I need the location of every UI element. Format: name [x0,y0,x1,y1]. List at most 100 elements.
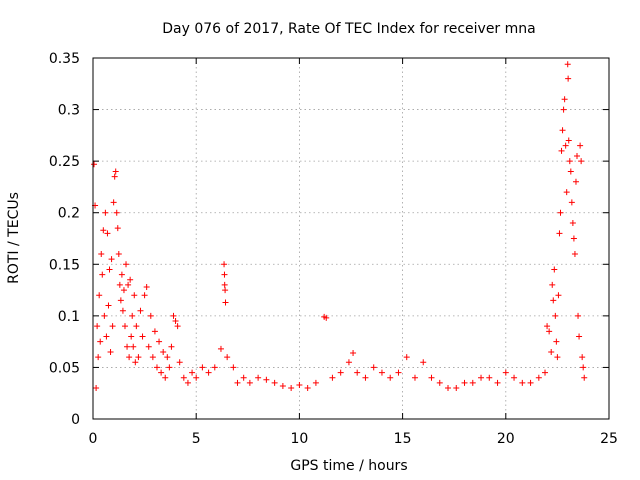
x-tick-label: 0 [89,431,98,447]
axis-ticks [92,57,610,420]
data-point-marker [445,385,452,392]
data-point-marker [561,96,568,103]
data-point-marker [119,307,126,314]
data-point-marker [362,374,369,381]
data-point-marker [563,189,570,196]
data-point-marker [428,374,435,381]
data-point-marker [95,354,102,361]
data-point-marker [478,374,485,381]
data-point-marker [143,283,150,290]
data-point-marker [577,142,584,149]
data-point-marker [576,333,583,340]
data-point-marker [279,382,286,389]
y-tick-label: 0.3 [58,103,80,119]
data-point-marker [420,359,427,366]
chart-title: Day 076 of 2017, Rate Of TEC Index for r… [162,21,535,37]
data-point-marker [567,168,574,175]
gridlines [93,58,609,419]
data-point-marker [564,61,571,68]
data-point-marker [110,199,117,206]
x-tick-label: 25 [600,431,618,447]
data-point-marker [168,343,175,350]
data-point-marker [221,281,228,288]
y-tick-label: 0.05 [49,360,80,376]
x-tick-label: 20 [497,431,515,447]
data-point-marker [139,333,146,340]
data-point-marker [312,379,319,386]
data-point-marker [141,292,148,299]
data-point-marker [205,369,212,376]
data-point-marker [255,374,262,381]
data-point-marker [511,374,518,381]
data-point-marker [580,364,587,371]
data-point-marker [558,147,565,154]
data-point-marker [555,292,562,299]
y-tick-label: 0.25 [49,154,80,170]
data-point-marker [115,250,122,257]
data-point-marker [542,369,549,376]
data-point-marker [97,338,104,345]
plot-frame [92,57,610,420]
data-point-marker [453,385,460,392]
data-point-marker [108,256,115,263]
data-point-marker [189,369,196,376]
data-point-marker [133,323,140,330]
data-point-marker [345,359,352,366]
data-point-marker [128,333,135,340]
data-point-marker [544,323,551,330]
data-point-marker [552,312,559,319]
data-point-marker [149,354,156,361]
y-axis-label: ROTI / TECUs [6,192,22,284]
data-point-marker [114,225,121,232]
y-tick-label: 0.15 [49,257,80,273]
data-point-marker [571,250,578,257]
data-point-marker [403,354,410,361]
data-point-marker [519,379,526,386]
data-point-marker [145,343,152,350]
data-point-marker [126,354,133,361]
y-tick-label: 0.1 [58,309,80,325]
data-point-marker [240,374,247,381]
data-point-marker [304,385,311,392]
data-point-marker [162,374,169,381]
data-point-marker [184,379,191,386]
data-point-marker [120,287,127,294]
y-tick-label: 0.35 [49,51,80,67]
data-point-marker [174,323,181,330]
data-point-marker [288,385,295,392]
data-point-marker [565,75,572,82]
x-tick-label: 5 [192,431,201,447]
data-point-marker [176,359,183,366]
data-point-marker [370,364,377,371]
data-point-marker [217,345,224,352]
data-point-marker [102,209,109,216]
data-point-marker [387,374,394,381]
data-point-marker [121,323,128,330]
data-point-marker [107,348,114,355]
data-point-marker [166,364,173,371]
data-point-marker [164,354,171,361]
data-point-marker [395,369,402,376]
data-point-marker [153,364,160,371]
data-point-marker [221,261,228,268]
data-point-marker [560,106,567,113]
data-point-marker [129,312,136,319]
data-point-marker [106,266,113,273]
data-point-marker [103,333,110,340]
x-tick-label: 10 [290,431,308,447]
data-point-marker [105,302,112,309]
data-point-marker [562,142,569,149]
data-point-marker [550,297,557,304]
data-point-marker [127,276,134,283]
data-point-marker [461,379,468,386]
y-tick-labels: 0 0.05 0.1 0.15 0.2 0.25 0.3 0.35 [49,51,80,428]
data-point-marker [579,354,586,361]
data-point-marker [180,374,187,381]
data-point-marker [469,379,476,386]
data-point-marker [234,379,241,386]
data-point-marker [151,328,158,335]
data-point-marker [125,281,132,288]
data-point-marker [211,364,218,371]
data-point-marker [91,161,98,168]
